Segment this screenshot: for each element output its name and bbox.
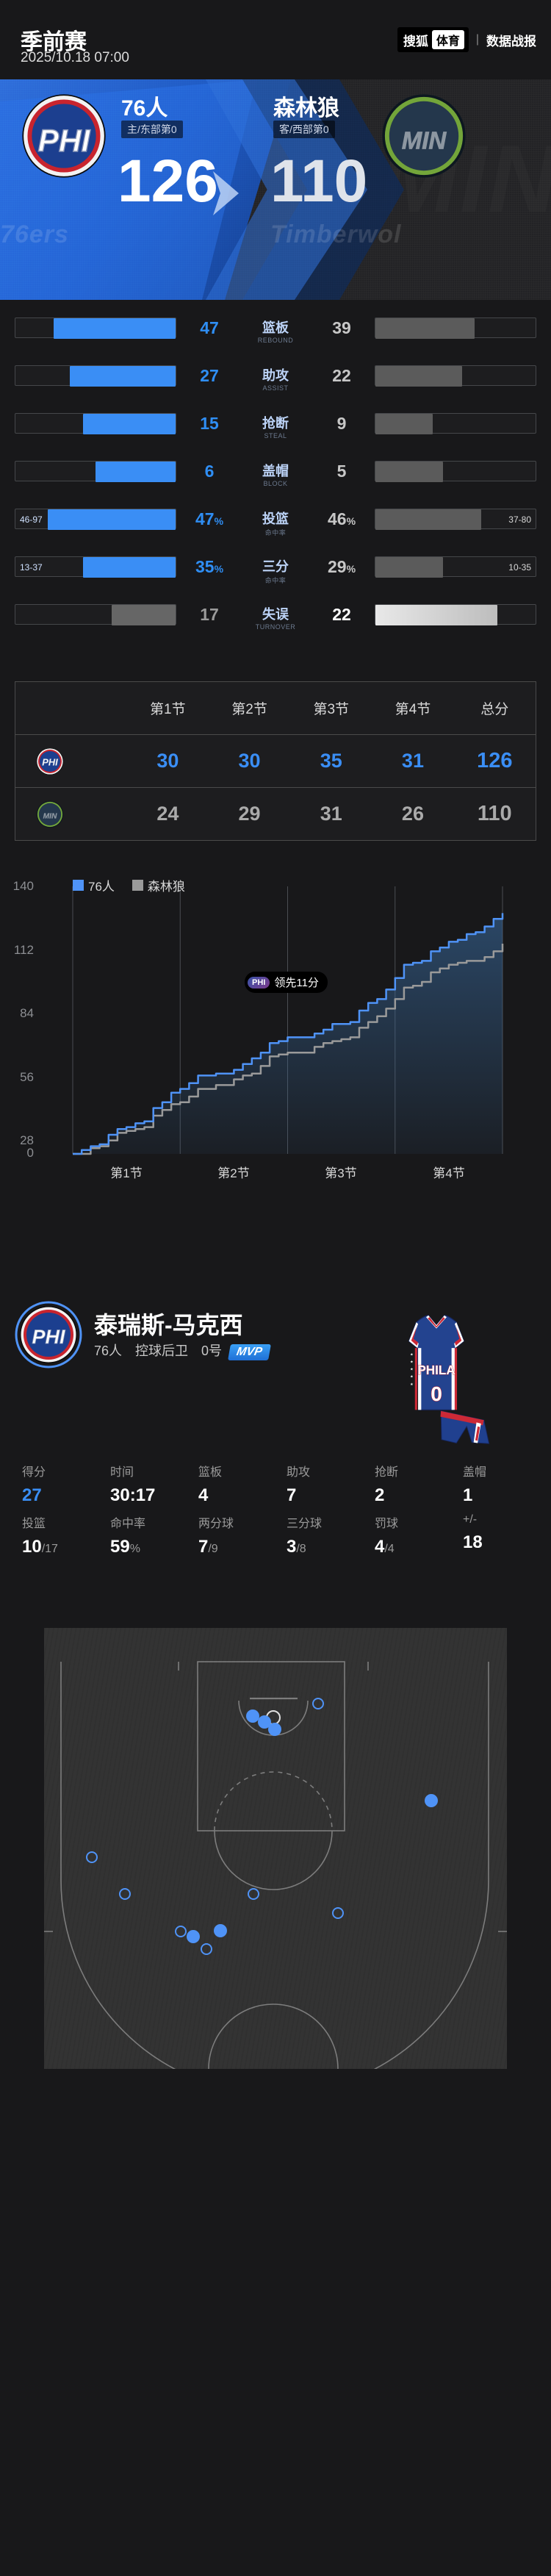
svg-text:0: 0 — [27, 1146, 34, 1160]
svg-text:第1节: 第1节 — [110, 1166, 142, 1180]
svg-text:★: ★ — [410, 1352, 414, 1357]
svg-text:112: 112 — [14, 943, 34, 957]
svg-text:56: 56 — [20, 1070, 34, 1084]
svg-text:MIN: MIN — [402, 127, 447, 154]
svg-text:★: ★ — [410, 1375, 414, 1380]
svg-text:PHI: PHI — [42, 756, 58, 767]
svg-text:140: 140 — [13, 879, 34, 893]
svg-text:第3节: 第3节 — [325, 1166, 356, 1180]
svg-text:★: ★ — [410, 1368, 414, 1372]
svg-text:PHI: PHI — [38, 124, 91, 159]
svg-text:★: ★ — [410, 1360, 414, 1364]
svg-text:84: 84 — [20, 1006, 34, 1020]
svg-text:0: 0 — [431, 1382, 442, 1405]
svg-text:★: ★ — [410, 1382, 414, 1387]
svg-text:MIN: MIN — [43, 812, 57, 820]
svg-text:第4节: 第4节 — [433, 1166, 464, 1180]
svg-text:PHI: PHI — [32, 1326, 65, 1348]
svg-text:第2节: 第2节 — [217, 1166, 249, 1180]
svg-text:PHILA: PHILA — [417, 1363, 455, 1377]
